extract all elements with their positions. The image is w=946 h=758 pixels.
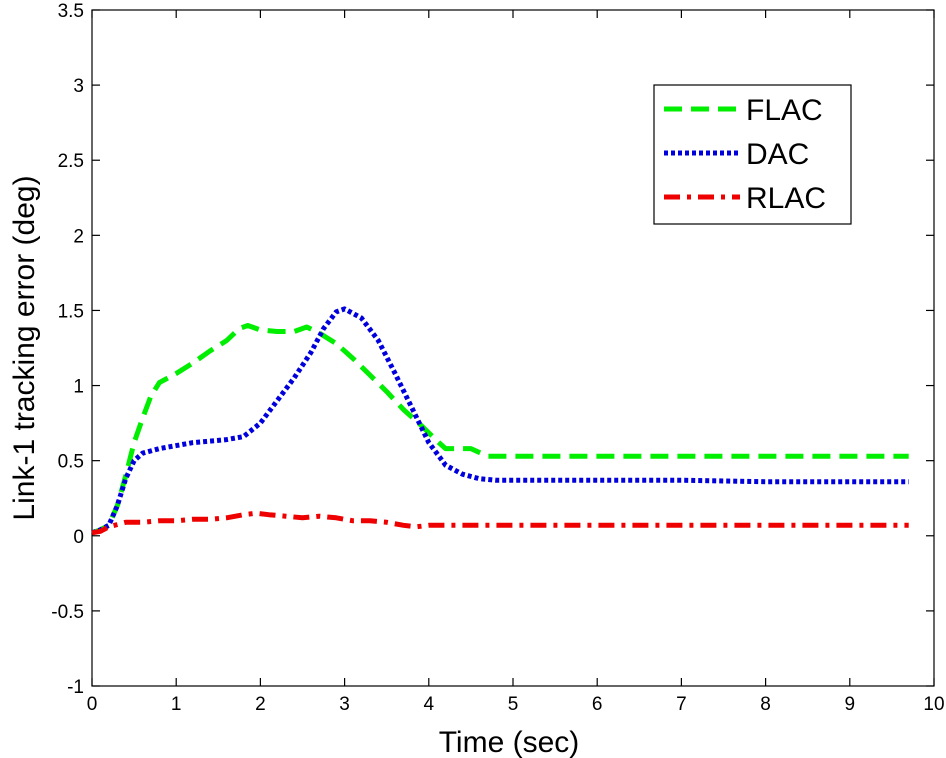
x-tick-label: 1: [171, 694, 182, 715]
y-tick-label: 0.5: [58, 452, 84, 473]
y-tick-label: 3.5: [58, 1, 84, 22]
legend-label-dac: DAC: [746, 138, 809, 171]
x-tick-label: 9: [845, 694, 856, 715]
series-line-dac: [91, 306, 909, 536]
legend: FLAC DAC RLAC: [653, 84, 852, 225]
x-tick-label: 0: [87, 694, 98, 715]
y-tick-label: -0.5: [51, 602, 84, 623]
legend-label-flac: FLAC: [746, 94, 823, 127]
x-tick-label: 8: [760, 694, 771, 715]
y-tick-label: 2: [73, 226, 84, 247]
x-tick-label: 3: [339, 694, 350, 715]
x-tick-label: 10: [923, 694, 944, 715]
y-tick-label: 2.5: [58, 151, 84, 172]
series-line-rlac: [91, 510, 909, 536]
y-tick-label: 1.5: [58, 301, 84, 322]
y-tick-label: -1: [67, 677, 84, 698]
x-tick-label: 7: [676, 694, 687, 715]
series-layer: [91, 306, 909, 536]
x-tick-label: 2: [255, 694, 266, 715]
x-tick-label: 5: [508, 694, 519, 715]
x-tick-label: 4: [424, 694, 435, 715]
y-tick-label: 1: [73, 377, 84, 398]
y-tick-label: 3: [73, 76, 84, 97]
x-axis-title: Time (sec): [439, 726, 580, 758]
y-axis-title: Link-1 tracking error (deg): [8, 175, 41, 520]
y-tick-label: 0: [73, 527, 84, 548]
axes-layer: 0 1 2 3 4 5 6 7 8 9 10 -1 -0.5 0 0.5 1 1.5 2 2.5 3 3.5: [51, 1, 944, 715]
series-line-flac: [91, 323, 909, 536]
x-tick-label: 6: [592, 694, 603, 715]
legend-label-rlac: RLAC: [746, 182, 826, 215]
